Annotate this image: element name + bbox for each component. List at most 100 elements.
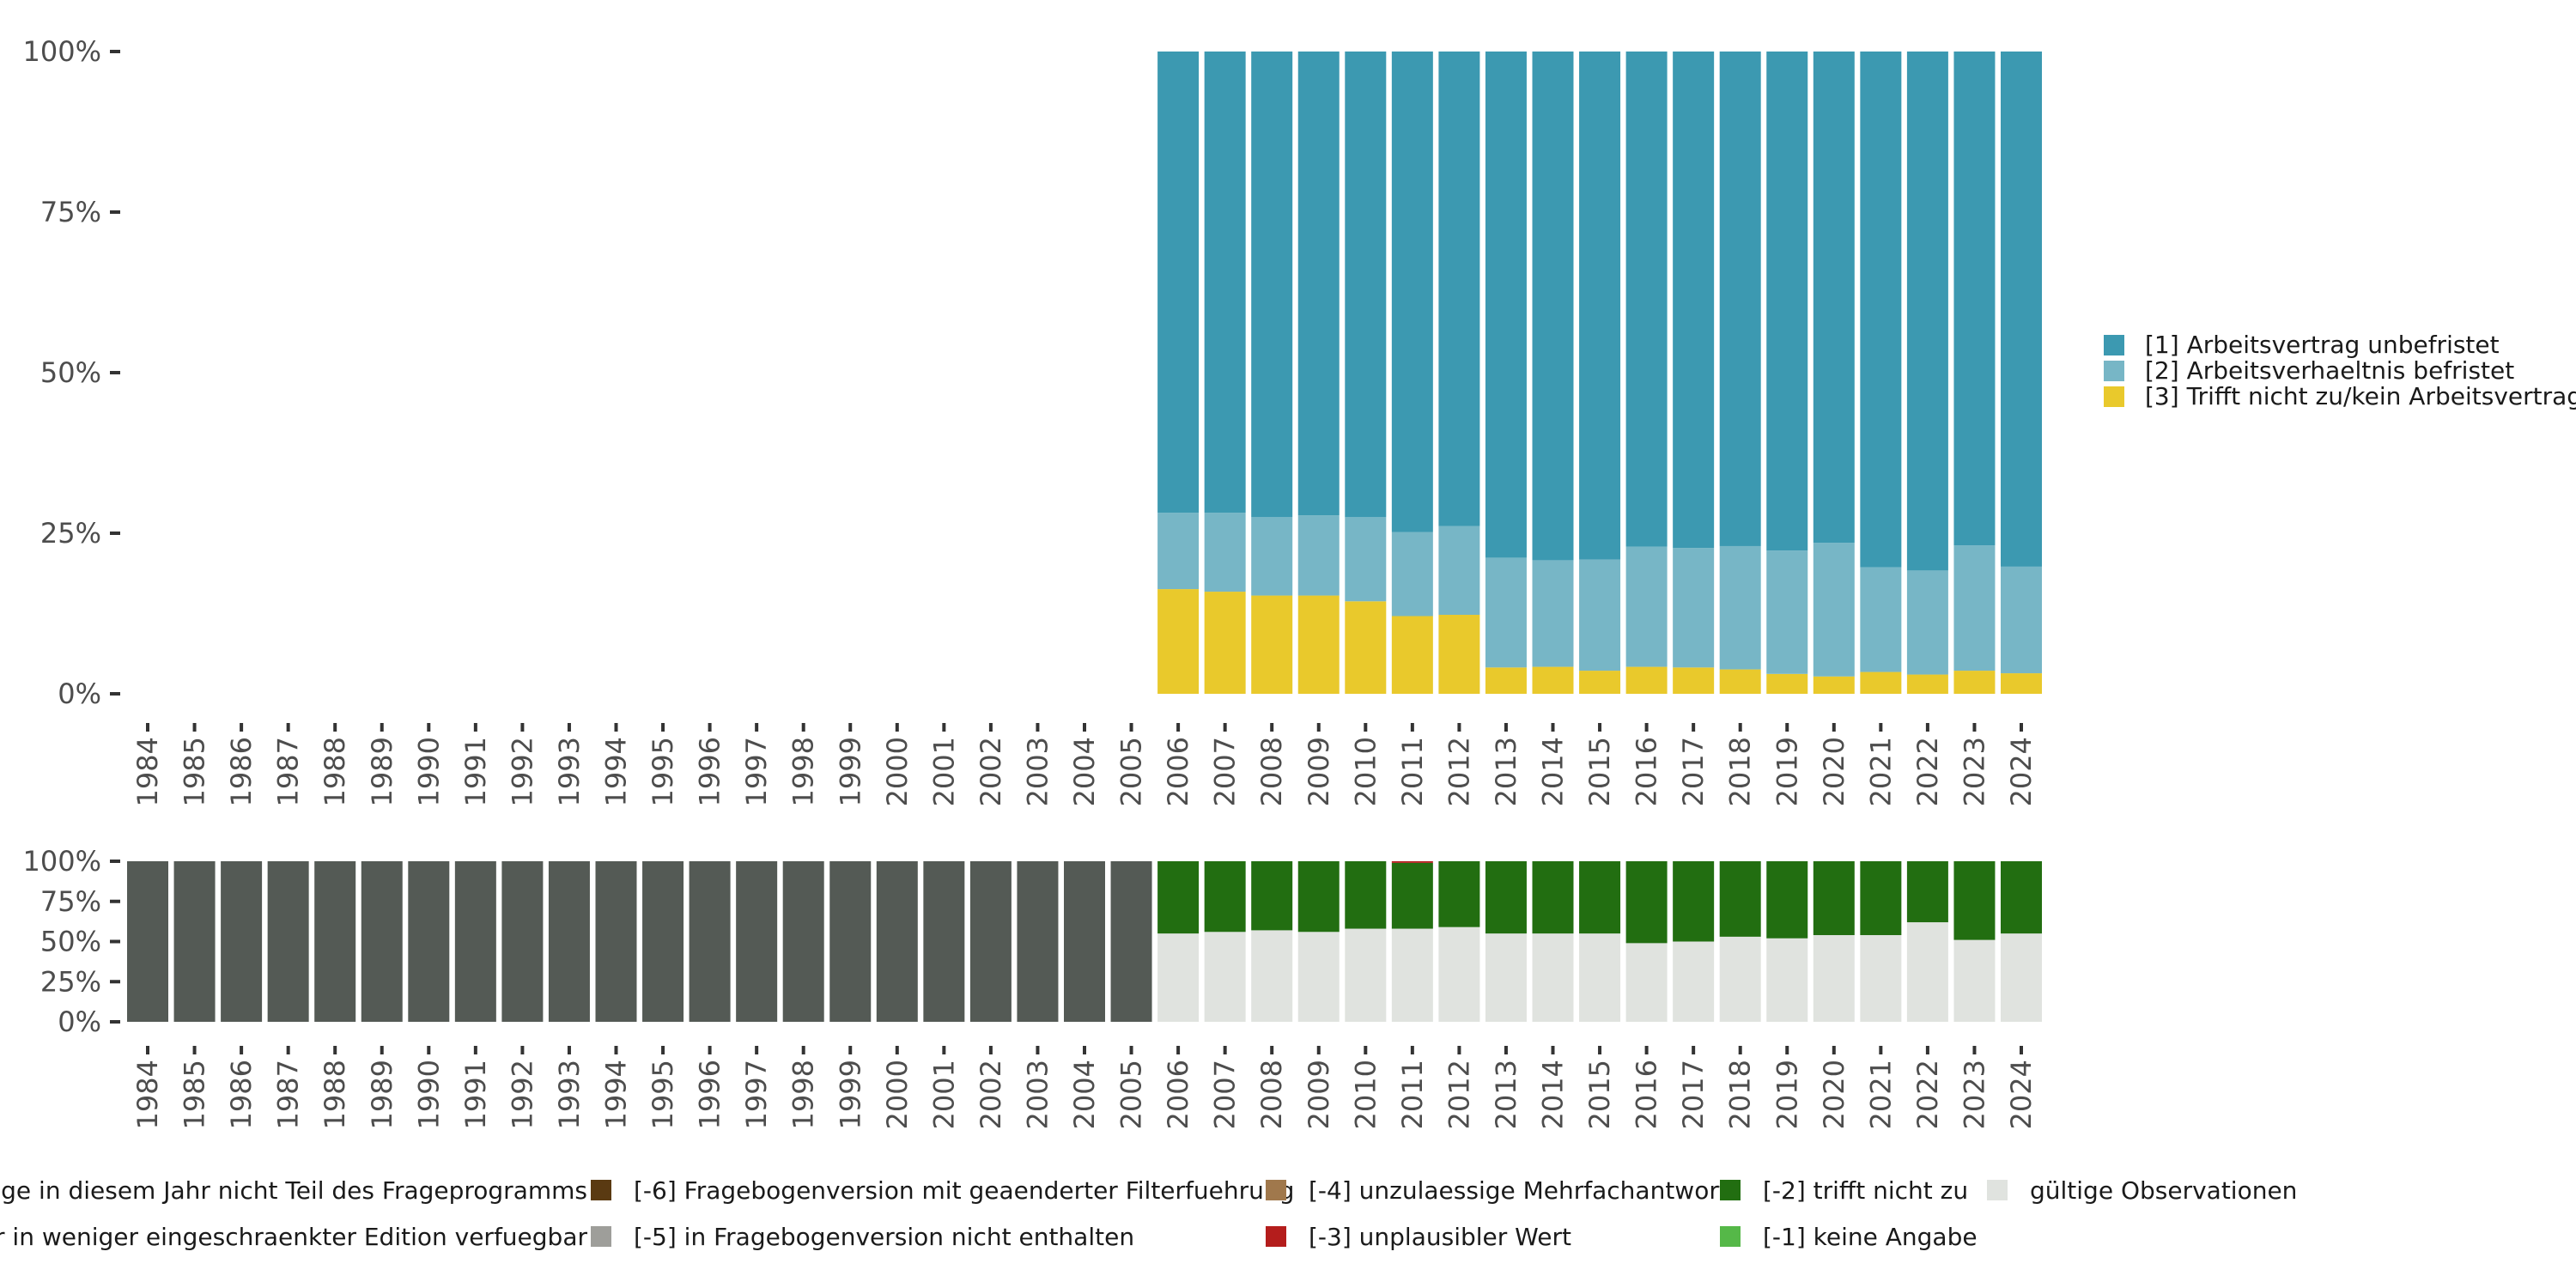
bottom-legend-label: gültige Observationen: [2030, 1176, 2297, 1205]
top-bar-2-arbeitsverhaeltnis-befristet-2017: [1673, 548, 1715, 668]
top-xtick-label: 2014: [1537, 737, 1570, 806]
bottom-bar-8-frage-in-diesem-jahr-nicht-teil-des-frageprogramms-2002: [969, 861, 1012, 1022]
top-bar-3-trifft-nicht-zu-kein-arbeitsvertrag-2020: [1813, 676, 1855, 694]
bottom-bar-g-ltige-observationen-2022: [1906, 922, 1948, 1022]
top-bar-3-trifft-nicht-zu-kein-arbeitsvertrag-2024: [2001, 673, 2042, 694]
top-xtick-label: 2005: [1115, 737, 1148, 806]
bottom-bar-g-ltige-observationen-2009: [1297, 932, 1340, 1022]
top-bar-2-arbeitsverhaeltnis-befristet-2008: [1251, 517, 1293, 596]
top-xtick-label: 2012: [1443, 737, 1475, 806]
bottom-bar-3-unplausibler-wert-2011: [1391, 861, 1433, 863]
top-bar-3-trifft-nicht-zu-kein-arbeitsvertrag-2013: [1485, 667, 1527, 694]
bottom-bar-8-frage-in-diesem-jahr-nicht-teil-des-frageprogramms-1987: [267, 861, 309, 1022]
top-legend-swatch: [2104, 361, 2124, 381]
bottom-bar-8-frage-in-diesem-jahr-nicht-teil-des-frageprogramms-1994: [595, 861, 637, 1022]
bottom-bar-2-trifft-nicht-zu-2024: [2001, 861, 2042, 934]
top-xtick-label: 1989: [366, 737, 398, 806]
bottom-xtick-label: 2001: [927, 1060, 960, 1129]
top-bar-2-arbeitsverhaeltnis-befristet-2018: [1719, 545, 1761, 670]
top-xtick-label: 1987: [272, 737, 305, 806]
top-bar-2-arbeitsverhaeltnis-befristet-2023: [1953, 545, 1996, 671]
top-ytick-label: 50%: [40, 356, 101, 389]
top-xtick-label: 2015: [1583, 737, 1616, 806]
top-bar-1-arbeitsvertrag-unbefristet-2021: [1860, 52, 1902, 568]
bottom-xtick-label: 1993: [553, 1060, 586, 1129]
top-bar-2-arbeitsverhaeltnis-befristet-2021: [1860, 567, 1902, 672]
top-bar-2-arbeitsverhaeltnis-befristet-2012: [1438, 526, 1480, 615]
top-xtick-label: 1988: [319, 737, 351, 806]
bottom-xtick-label: 1990: [412, 1060, 445, 1129]
top-xtick-label: 2008: [1255, 737, 1288, 806]
bottom-xtick-label: 2018: [1724, 1060, 1757, 1129]
bottom-bar-8-frage-in-diesem-jahr-nicht-teil-des-frageprogramms-2001: [923, 861, 965, 1022]
top-xtick-label: 1998: [787, 737, 820, 806]
top-ytick-label: 25%: [40, 517, 101, 550]
top-xtick-label: 2002: [975, 737, 1007, 806]
bottom-bar-g-ltige-observationen-2018: [1719, 936, 1761, 1022]
bottom-bar-2-trifft-nicht-zu-2010: [1345, 861, 1387, 929]
top-legend: [1] Arbeitsvertrag unbefristet[2] Arbeit…: [2104, 331, 2576, 410]
bottom-xtick-label: 2022: [1911, 1060, 1944, 1129]
top-xtick-label: 2023: [1958, 737, 1990, 806]
bottom-xtick-label: 2021: [1864, 1060, 1897, 1129]
top-bar-1-arbeitsvertrag-unbefristet-2014: [1532, 52, 1574, 561]
bottom-xtick-label: 2010: [1349, 1060, 1382, 1129]
bottom-bar-2-trifft-nicht-zu-2008: [1251, 861, 1293, 931]
top-bar-1-arbeitsvertrag-unbefristet-2016: [1625, 52, 1668, 547]
bottom-xtick-label: 1996: [694, 1060, 726, 1129]
bottom-xtick-label: 2007: [1209, 1060, 1242, 1129]
bottom-legend-swatch: [1987, 1180, 2008, 1200]
bottom-xtick-label: 2004: [1068, 1060, 1101, 1129]
top-legend-label: [1] Arbeitsvertrag unbefristet: [2145, 331, 2500, 359]
top-bar-1-arbeitsvertrag-unbefristet-2019: [1766, 52, 1808, 551]
bottom-xtick-label: 2005: [1115, 1060, 1148, 1129]
top-bar-1-arbeitsvertrag-unbefristet-2024: [2001, 52, 2042, 567]
top-xtick-label: 2007: [1209, 737, 1242, 806]
top-bar-1-arbeitsvertrag-unbefristet-2007: [1204, 52, 1246, 513]
top-bar-2-arbeitsverhaeltnis-befristet-2015: [1579, 559, 1621, 671]
top-xtick-label: 2018: [1724, 737, 1757, 806]
top-bar-2-arbeitsverhaeltnis-befristet-2011: [1391, 532, 1433, 617]
top-bar-3-trifft-nicht-zu-kein-arbeitsvertrag-2018: [1719, 669, 1761, 694]
bottom-bar-8-frage-in-diesem-jahr-nicht-teil-des-frageprogramms-1991: [454, 861, 496, 1022]
top-xtick-label: 2021: [1864, 737, 1897, 806]
top-bar-3-trifft-nicht-zu-kein-arbeitsvertrag-2007: [1204, 592, 1246, 694]
bottom-bar-g-ltige-observationen-2015: [1579, 933, 1621, 1022]
bottom-ytick-label: 100%: [23, 845, 101, 878]
top-xtick-label: 1986: [225, 737, 258, 806]
bottom-xtick-label: 1985: [179, 1060, 211, 1129]
top-bar-2-arbeitsverhaeltnis-befristet-2022: [1906, 570, 1948, 675]
top-bar-3-trifft-nicht-zu-kein-arbeitsvertrag-2017: [1673, 667, 1715, 694]
top-bar-2-arbeitsverhaeltnis-befristet-2007: [1204, 513, 1246, 592]
bottom-bar-8-frage-in-diesem-jahr-nicht-teil-des-frageprogramms-1999: [829, 861, 872, 1022]
bottom-xtick-label: 2008: [1255, 1060, 1288, 1129]
bottom-ytick-label: 75%: [40, 885, 101, 918]
top-bar-1-arbeitsvertrag-unbefristet-2009: [1297, 52, 1340, 516]
bottom-xtick-label: 1997: [740, 1060, 773, 1129]
bottom-xtick-label: 1999: [834, 1060, 866, 1129]
top-bar-3-trifft-nicht-zu-kein-arbeitsvertrag-2011: [1391, 616, 1433, 694]
top-xtick-label: 2010: [1349, 737, 1382, 806]
bottom-bar-8-frage-in-diesem-jahr-nicht-teil-des-frageprogramms-1988: [314, 861, 356, 1022]
bottom-bar-2-trifft-nicht-zu-2015: [1579, 861, 1621, 934]
bottom-bar-2-trifft-nicht-zu-2007: [1204, 861, 1246, 933]
top-bar-2-arbeitsverhaeltnis-befristet-2019: [1766, 550, 1808, 674]
bottom-bar-2-trifft-nicht-zu-2023: [1953, 861, 1996, 940]
top-xtick-label: 1993: [553, 737, 586, 806]
top-bar-2-arbeitsverhaeltnis-befristet-2016: [1625, 546, 1668, 667]
bottom-legend-label: [-3] unplausibler Wert: [1309, 1223, 1571, 1251]
bottom-xtick-label: 2024: [2005, 1060, 2038, 1129]
bottom-xtick-label: 2000: [881, 1060, 914, 1129]
top-xtick-label: 2001: [927, 737, 960, 806]
top-bar-3-trifft-nicht-zu-kein-arbeitsvertrag-2009: [1297, 595, 1340, 694]
bottom-bar-2-trifft-nicht-zu-2009: [1297, 861, 1340, 933]
bottom-xtick-label: 2012: [1443, 1060, 1475, 1129]
bottom-bar-g-ltige-observationen-2010: [1345, 928, 1387, 1022]
bottom-bar-g-ltige-observationen-2016: [1625, 943, 1668, 1022]
top-xtick-label: 2000: [881, 737, 914, 806]
bottom-bar-g-ltige-observationen-2019: [1766, 938, 1808, 1022]
bottom-bar-g-ltige-observationen-2013: [1485, 933, 1527, 1022]
top-ytick-label: 75%: [40, 196, 101, 228]
top-xtick-label: 1994: [600, 737, 633, 806]
top-xtick-label: 2003: [1021, 737, 1054, 806]
